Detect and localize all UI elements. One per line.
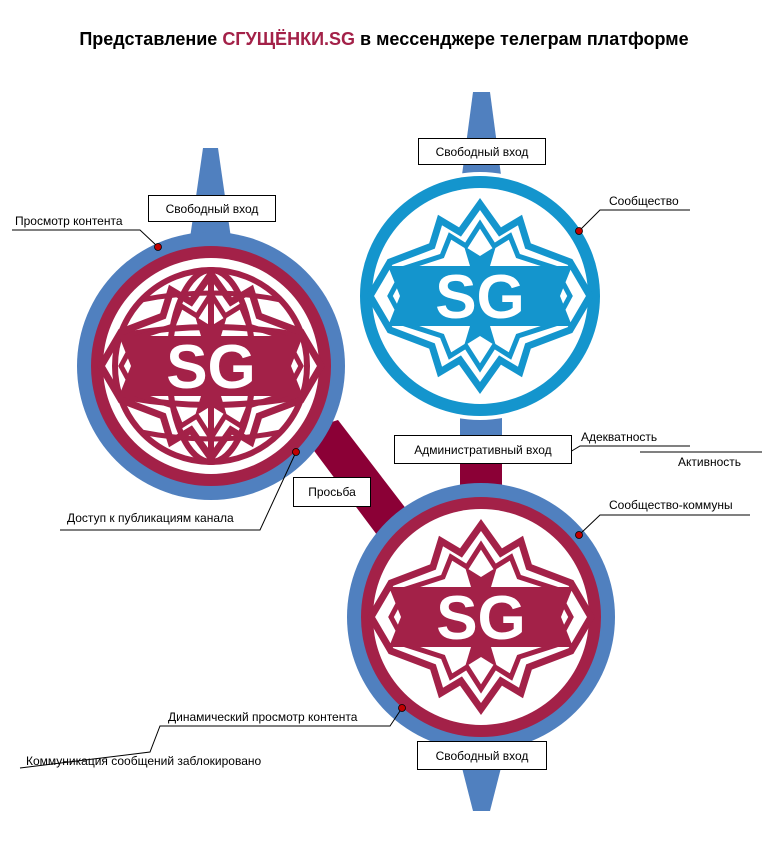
dot-dynamic-view [398,704,406,712]
label-adequacy: Адекватность [581,430,658,444]
label-community-communes: Сообщество-коммуны [609,498,733,512]
label-channel-access: Доступ к публикациям канала [67,511,234,525]
top-free-entry-box: Свободный вход [418,138,546,165]
page-title: Представление СГУЩЁНКИ.SG в мессенджере … [0,29,768,50]
bottom-right-circle-logo: SG [436,584,526,653]
admin-entry-box: Административный вход [394,435,572,464]
top-right-circle: SG [356,172,604,420]
left-circle-logo: SG [166,333,256,402]
leader-communes [578,514,750,536]
leader-adequacy [569,445,690,453]
bottom-spike [460,760,503,811]
bottom-right-circle: SG [347,483,615,751]
title-prefix: Представление [79,29,223,49]
request-box: Просьба [293,477,371,507]
dot-channel-access [292,448,300,456]
label-activity: Активность [678,455,742,469]
leader-channel-access [60,451,297,531]
leader-dynamic-view [19,707,403,769]
bottom-free-entry-box: Свободный вход [417,741,547,770]
label-dynamic-view: Динамический просмотр контента [168,710,358,724]
label-community: Сообщество [609,194,679,208]
left-circle: SG [77,232,345,500]
leader-community [578,209,690,232]
title-brand: СГУЩЁНКИ.SG [222,29,356,49]
left-free-entry-box: Свободный вход [148,195,276,222]
top-right-circle-logo: SG [435,263,525,332]
title-suffix: в мессенджере телеграм платформе [355,29,689,49]
dot-communes [575,531,583,539]
label-content-view: Просмотр контента [15,214,123,228]
label-messages-blocked: Коммуникация сообщений заблокировано [26,754,262,768]
dot-community [575,227,583,235]
dot-content-view [154,243,162,251]
leader-content-view [12,229,158,247]
